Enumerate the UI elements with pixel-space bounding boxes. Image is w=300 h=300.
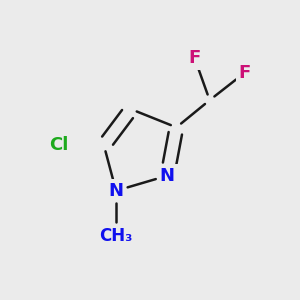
- Text: F: F: [238, 64, 250, 82]
- Text: CH₃: CH₃: [99, 227, 133, 245]
- Text: N: N: [109, 182, 124, 200]
- Text: Cl: Cl: [49, 136, 68, 154]
- Text: N: N: [160, 167, 175, 185]
- Text: F: F: [188, 49, 201, 67]
